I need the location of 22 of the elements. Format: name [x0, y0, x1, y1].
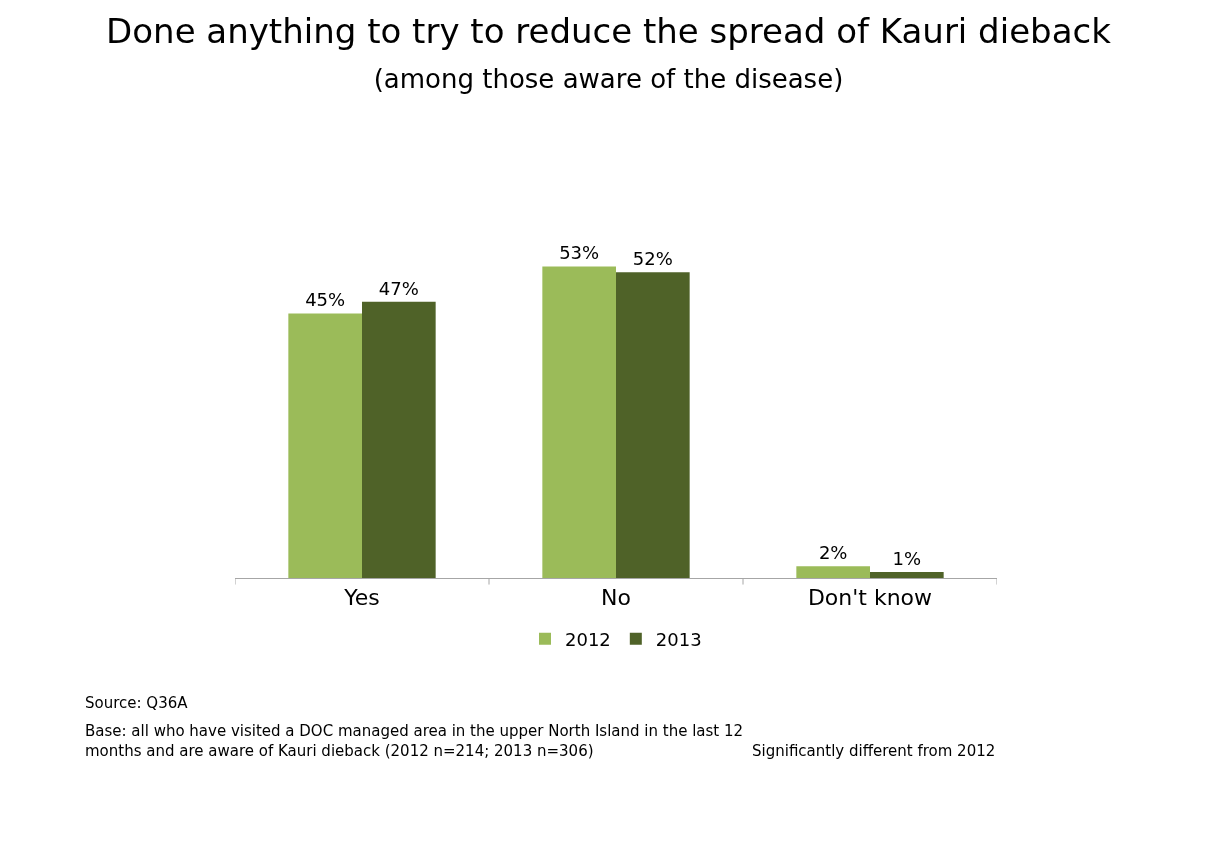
legend-label: 2012	[565, 628, 611, 650]
data-label: 47%	[378, 277, 419, 299]
x-tick-label: No	[601, 585, 631, 611]
chart-subtitle: (among those aware of the disease)	[373, 63, 844, 94]
text: Significantly different from 2012	[752, 742, 996, 760]
source-note: Source: Q36A	[85, 694, 189, 712]
text: Base: all who have visited a DOC managed area in the upper North Island in the last 12 months and are aware of Kauri dieback (2012 n=214; 2013 n=306)	[85, 722, 744, 760]
legend-label: 2013	[655, 628, 702, 650]
x-tick-label: Don't know	[807, 585, 933, 611]
bar	[362, 301, 436, 578]
bar	[616, 272, 690, 578]
bar	[288, 313, 362, 578]
data-label: 52%	[632, 248, 673, 270]
data-label: 53%	[559, 242, 600, 264]
data-label: 2%	[818, 542, 848, 564]
bar	[542, 266, 616, 578]
chart-title: Done anything to try to reduce the spread of Kauri dieback	[106, 11, 1112, 52]
data-label: 1%	[892, 548, 922, 570]
x-tick-label: Yes	[343, 585, 380, 611]
bar	[870, 572, 944, 578]
data-label: 45%	[305, 289, 346, 311]
bar	[796, 566, 870, 578]
